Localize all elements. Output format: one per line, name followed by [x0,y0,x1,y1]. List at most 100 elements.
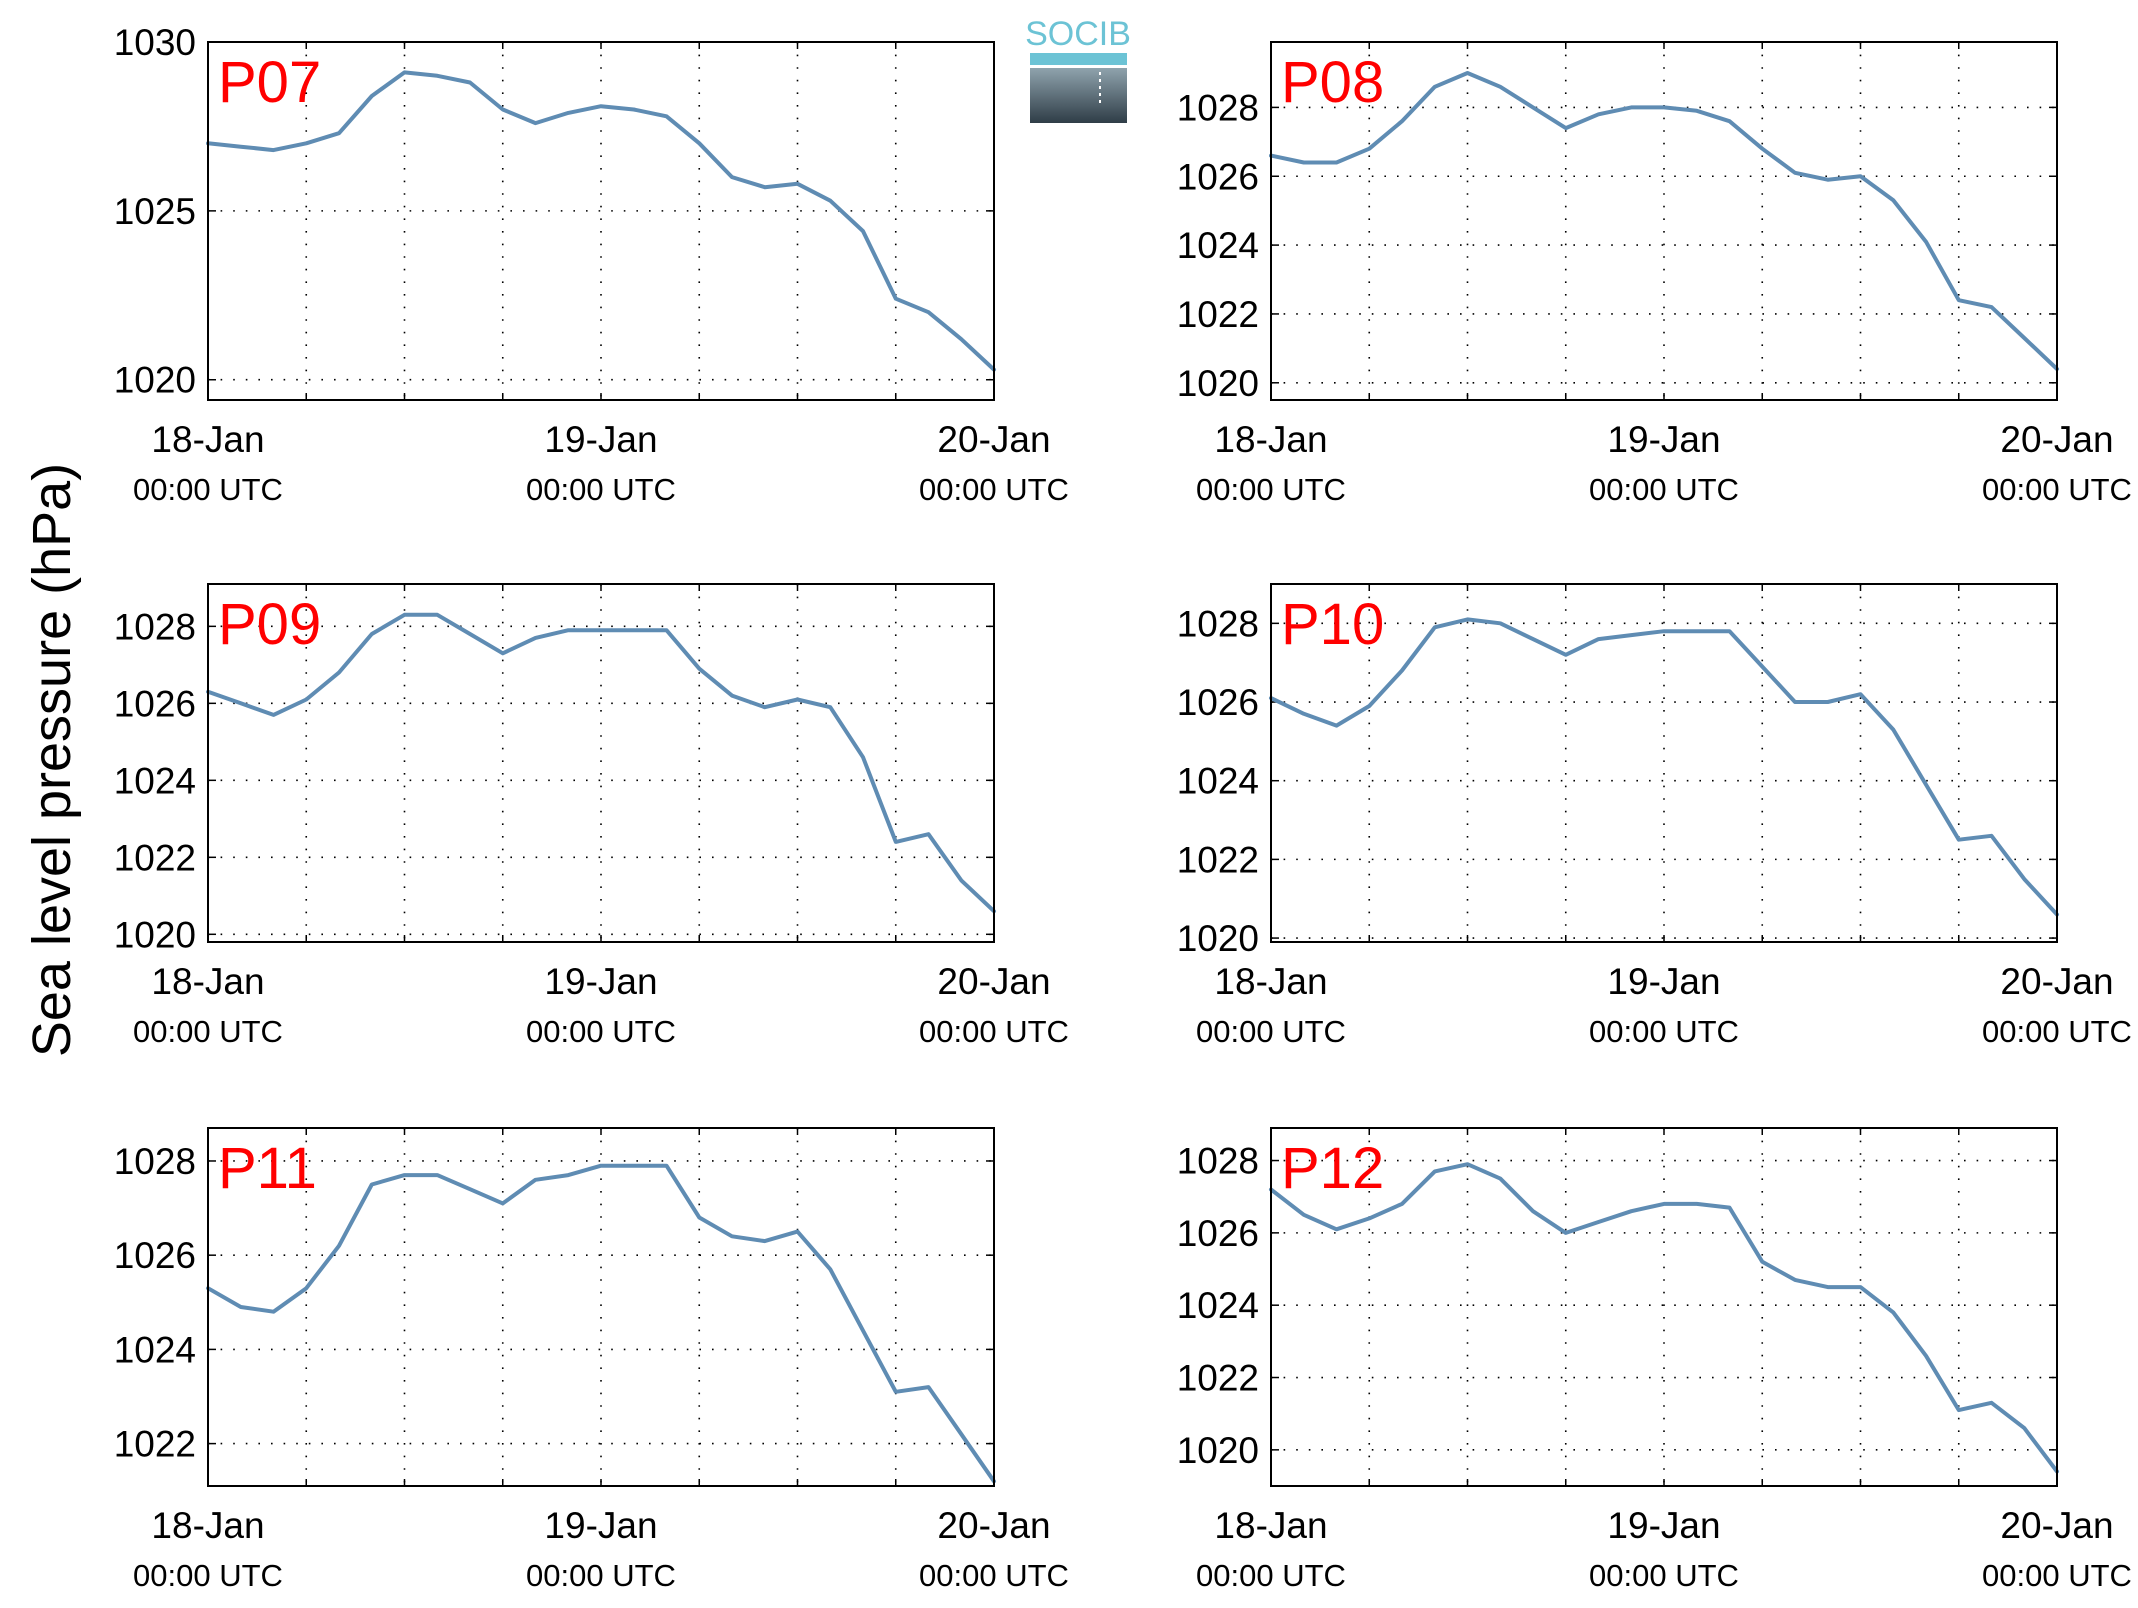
y-tick-label: 1024 [114,1329,196,1370]
chart-panel-p08: 1020 1022 1024 1026 1028 18-Jan 00:00 UTC 19-Ja… [1177,41,2132,507]
panel-label: P11 [218,1136,317,1201]
panel-label: P10 [1281,592,1384,657]
x-tick-sublabel: 00:00 UTC [526,472,676,507]
x-tick-label: 19-Jan [1607,419,1720,460]
y-axis-label: Sea level pressure (hPa) [22,463,82,1057]
x-tick-sublabel: 00:00 UTC [1196,472,1346,507]
x-tick-label: 18-Jan [151,419,264,460]
logo-bar [1030,53,1127,65]
y-tick-label: 1028 [1177,603,1259,644]
x-tick-sublabel: 00:00 UTC [1589,472,1739,507]
x-tick-sublabel: 00:00 UTC [919,1558,1069,1593]
axes-frame [207,41,995,401]
x-tick-label: 20-Jan [2000,961,2113,1002]
plot-area [208,1128,994,1486]
x-tick-sublabel: 00:00 UTC [133,1014,283,1049]
panel-label: P08 [1281,50,1384,115]
y-tick-label: 1028 [1177,1141,1259,1182]
y-tick-label: 1024 [1177,225,1259,266]
y-tick-label: 1020 [114,914,196,955]
y-tick-label: 1022 [1177,1358,1259,1399]
x-tick-label: 20-Jan [937,961,1050,1002]
x-tick-label: 20-Jan [937,1505,1050,1546]
x-tick-label: 19-Jan [544,961,657,1002]
x-tick-label: 20-Jan [2000,1505,2113,1546]
plot-area [1271,42,2057,400]
y-tick-label: 1028 [1177,87,1259,128]
socib-logo: SOCIB [1025,15,1131,123]
axes-frame [1270,41,2058,401]
y-tick-label: 1022 [114,1424,196,1465]
x-tick-label: 20-Jan [2000,419,2113,460]
x-tick-sublabel: 00:00 UTC [1196,1558,1346,1593]
x-tick-sublabel: 00:00 UTC [1589,1014,1739,1049]
x-tick-label: 19-Jan [1607,961,1720,1002]
y-tick-label: 1030 [114,22,196,63]
x-tick-label: 18-Jan [151,1505,264,1546]
series-line-p07 [206,70,996,372]
y-tick-label: 1026 [1177,1213,1259,1254]
y-tick-label: 1028 [114,606,196,647]
panel-label: P07 [218,50,321,115]
logo-block [1030,68,1127,123]
y-tick-label: 1020 [114,360,196,401]
x-tick-sublabel: 00:00 UTC [919,1014,1069,1049]
x-tick-label: 19-Jan [544,419,657,460]
plot-area [208,42,994,400]
x-tick-sublabel: 00:00 UTC [133,472,283,507]
series-line-p10 [1269,617,2059,917]
axes-frame [1270,1127,2058,1487]
y-tick-label: 1028 [114,1141,196,1182]
chart-panel-p10: 1020 1022 1024 1026 1028 18-Jan 00:00 UTC 19-Ja… [1177,583,2132,1049]
axes-frame [207,583,995,943]
series-line-p08 [1269,71,2059,371]
axes-frame [1270,583,2058,943]
plot-area [1271,1128,2057,1486]
y-tick-label: 1024 [1177,761,1259,802]
series-line-p09 [206,612,996,914]
y-tick-label: 1020 [1177,363,1259,404]
y-tick-label: 1025 [114,191,196,232]
x-tick-label: 19-Jan [1607,1505,1720,1546]
series-line-p12 [1269,1162,2059,1474]
x-tick-label: 18-Jan [151,961,264,1002]
logo-text: SOCIB [1025,15,1131,53]
y-tick-label: 1022 [1177,839,1259,880]
x-tick-sublabel: 00:00 UTC [133,1558,283,1593]
chart-panel-p12: 1020 1022 1024 1026 1028 18-Jan 00:00 UTC 19-Ja… [1177,1127,2132,1593]
x-tick-label: 20-Jan [937,419,1050,460]
x-tick-sublabel: 00:00 UTC [1196,1014,1346,1049]
x-tick-sublabel: 00:00 UTC [1982,472,2132,507]
chart-panel-p09: 1020 1022 1024 1026 1028 18-Jan 00:00 UTC 19-Ja… [114,583,1069,1049]
panel-label: P09 [218,592,321,657]
x-tick-sublabel: 00:00 UTC [919,472,1069,507]
x-tick-label: 18-Jan [1214,961,1327,1002]
x-tick-label: 18-Jan [1214,419,1327,460]
y-tick-label: 1022 [1177,294,1259,335]
x-tick-label: 19-Jan [544,1505,657,1546]
x-tick-sublabel: 00:00 UTC [1982,1014,2132,1049]
y-tick-label: 1026 [114,1235,196,1276]
chart-panel-p11: 1022 1024 1026 1028 18-Jan 00:00 UTC 19-Jan 00:… [114,1127,1069,1593]
plot-area [1271,584,2057,942]
panel-label: P12 [1281,1136,1384,1201]
plot-area [208,584,994,942]
axes-frame [207,1127,995,1487]
y-tick-label: 1024 [114,760,196,801]
series-line-p11 [206,1163,996,1484]
y-tick-label: 1024 [1177,1285,1259,1326]
y-tick-label: 1020 [1177,918,1259,959]
x-tick-sublabel: 00:00 UTC [526,1014,676,1049]
x-tick-sublabel: 00:00 UTC [526,1558,676,1593]
chart-panel-p07: 1020 1025 1030 18-Jan 00:00 UTC 19-Jan 00:00 U… [114,22,1069,507]
y-tick-label: 1020 [1177,1430,1259,1471]
x-tick-label: 18-Jan [1214,1505,1327,1546]
x-tick-sublabel: 00:00 UTC [1589,1558,1739,1593]
x-tick-sublabel: 00:00 UTC [1982,1558,2132,1593]
y-tick-label: 1022 [114,837,196,878]
y-tick-label: 1026 [1177,156,1259,197]
y-tick-label: 1026 [114,683,196,724]
panels-group: 1020 1025 1030 18-Jan 00:00 UTC 19-Jan 00:00 U… [114,22,2132,1593]
y-tick-label: 1026 [1177,682,1259,723]
